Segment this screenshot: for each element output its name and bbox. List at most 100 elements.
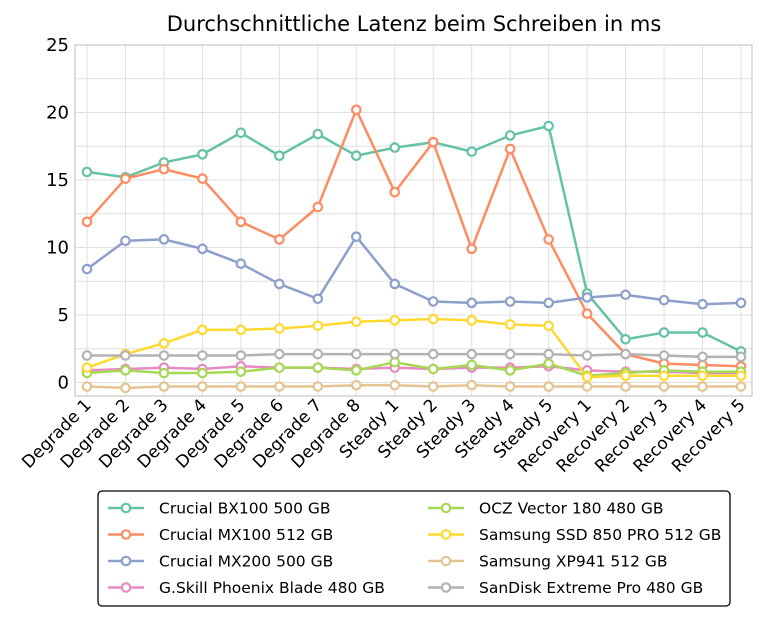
- data-point: [466, 379, 478, 391]
- data-point: [466, 146, 478, 157]
- y-tick-label: 5: [58, 305, 69, 326]
- data-point: [658, 381, 670, 392]
- series-lines: [81, 104, 747, 394]
- data-point: [466, 297, 478, 309]
- y-tick-label: 20: [46, 103, 69, 124]
- data-point: [197, 324, 208, 336]
- legend-box: [97, 490, 731, 607]
- data-point: [581, 292, 593, 303]
- legend-swatch-marker: [120, 529, 132, 540]
- grid: [75, 44, 752, 396]
- data-point: [697, 351, 708, 363]
- series: [81, 348, 747, 363]
- data-point: [581, 371, 593, 383]
- legend-swatch-marker: [120, 502, 132, 514]
- series-line: [86, 383, 741, 390]
- data-point: [312, 293, 324, 305]
- data-point: [312, 128, 324, 140]
- data-point: [312, 362, 324, 373]
- series-line: [86, 361, 741, 377]
- data-point: [504, 365, 516, 376]
- data-point: [120, 235, 131, 247]
- legend-swatch-marker: [440, 529, 452, 540]
- data-point: [274, 362, 285, 373]
- data-point: [697, 370, 708, 382]
- data-point: [81, 350, 93, 361]
- data-point: [389, 142, 401, 153]
- data-point: [158, 350, 170, 361]
- legend-item: Samsung XP941 512 GB: [428, 553, 668, 571]
- data-point: [158, 163, 170, 175]
- data-point: [620, 333, 631, 345]
- data-point: [235, 258, 247, 269]
- data-point: [350, 150, 362, 161]
- data-point: [658, 370, 670, 382]
- data-point: [466, 243, 478, 255]
- legend-label: Samsung SSD 850 PRO 512 GB: [479, 526, 721, 544]
- data-point: [235, 127, 247, 139]
- data-point: [197, 243, 208, 255]
- legend-label: SanDisk Extreme Pro 480 GB: [479, 579, 703, 597]
- data-point: [350, 365, 362, 376]
- legend-item: Crucial MX200 500 GB: [108, 553, 333, 571]
- data-point: [235, 366, 247, 377]
- legend-swatch-marker: [440, 582, 452, 593]
- data-point: [658, 327, 670, 338]
- series-line: [87, 352, 741, 359]
- data-point: [427, 296, 439, 307]
- series: [81, 231, 747, 310]
- data-point: [120, 173, 131, 184]
- data-point: [504, 296, 516, 307]
- data-point: [466, 359, 478, 371]
- data-point: [235, 216, 247, 228]
- data-point: [389, 315, 401, 326]
- data-point: [274, 234, 285, 245]
- data-point: [120, 350, 131, 361]
- data-point: [581, 381, 593, 392]
- series: [81, 379, 747, 394]
- data-point: [543, 234, 554, 245]
- legend-swatch-marker: [120, 555, 132, 567]
- data-point: [350, 231, 362, 242]
- legend-swatch-marker: [120, 582, 132, 593]
- data-point: [697, 327, 708, 338]
- data-point: [274, 348, 285, 360]
- data-point: [158, 338, 170, 349]
- data-point: [389, 348, 401, 360]
- data-point: [658, 350, 670, 361]
- data-point: [312, 320, 324, 332]
- data-point: [389, 278, 401, 290]
- y-tick-label: 10: [46, 238, 69, 259]
- data-point: [620, 381, 631, 392]
- data-point: [235, 324, 247, 336]
- data-point: [427, 348, 439, 360]
- data-point: [543, 297, 554, 309]
- data-point: [504, 130, 516, 141]
- data-point: [427, 363, 439, 375]
- data-point: [735, 351, 747, 363]
- legend-label: Crucial BX100 500 GB: [159, 500, 331, 518]
- data-point: [620, 289, 631, 301]
- legend-label: Crucial MX100 512 GB: [159, 526, 333, 544]
- data-point: [81, 263, 93, 275]
- data-point: [350, 379, 362, 391]
- data-point: [158, 381, 170, 392]
- y-axis-ticks: 0 5 10 15 20 25: [46, 35, 69, 394]
- data-point: [274, 381, 285, 392]
- data-point: [81, 381, 93, 392]
- legend-item: OCZ Vector 180 480 GB: [428, 500, 664, 518]
- data-point: [197, 381, 208, 392]
- y-tick-label: 25: [46, 35, 69, 56]
- data-point: [158, 234, 170, 245]
- data-point: [427, 381, 439, 392]
- legend-label: G.Skill Phoenix Blade 480 GB: [159, 579, 385, 597]
- data-point: [350, 104, 362, 116]
- data-point: [581, 350, 593, 361]
- y-tick-label: 15: [46, 170, 69, 191]
- series-line: [86, 124, 742, 353]
- data-point: [197, 149, 208, 160]
- data-point: [697, 298, 708, 310]
- data-point: [543, 120, 554, 132]
- data-point: [697, 381, 708, 392]
